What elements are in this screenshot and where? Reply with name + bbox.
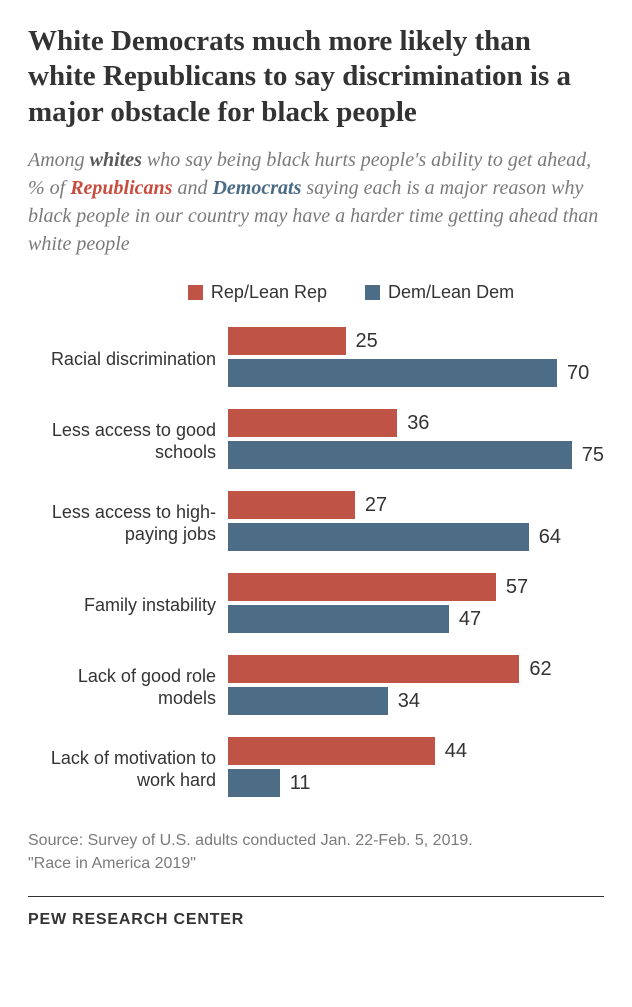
bar-line-dem: 75 xyxy=(228,441,604,469)
chart-row: Family instability 57 47 xyxy=(28,573,604,637)
bar-line-dem: 64 xyxy=(228,523,604,551)
row-label: Racial discrimination xyxy=(28,348,228,371)
row-label: Lack of motivation to work hard xyxy=(28,747,228,792)
row-label: Lack of good role models xyxy=(28,665,228,710)
bar-dem xyxy=(228,523,529,551)
chart-subtitle: Among whites who say being black hurts p… xyxy=(28,146,604,258)
row-bars: 62 34 xyxy=(228,655,604,719)
bar-line-dem: 70 xyxy=(228,359,604,387)
bar-value-rep: 36 xyxy=(407,412,429,435)
bar-value-dem: 75 xyxy=(582,444,604,467)
legend-swatch-dem xyxy=(365,285,380,300)
bar-value-rep: 44 xyxy=(445,740,467,763)
bar-rep xyxy=(228,737,435,765)
legend-item-rep: Rep/Lean Rep xyxy=(188,282,327,303)
row-label: Less access to high-paying jobs xyxy=(28,501,228,546)
chart-container: White Democrats much more likely than wh… xyxy=(0,0,632,949)
bar-line-rep: 25 xyxy=(228,327,604,355)
report-line: "Race in America 2019" xyxy=(28,852,604,875)
chart-row: Lack of good role models 62 34 xyxy=(28,655,604,719)
chart-body: Racial discrimination 25 70 Less access to … xyxy=(28,327,604,801)
footnotes: Source: Survey of U.S. adults conducted … xyxy=(28,829,604,875)
bar-dem xyxy=(228,359,557,387)
brand: PEW RESEARCH CENTER xyxy=(28,911,604,929)
bar-value-dem: 11 xyxy=(290,772,311,795)
bar-value-dem: 47 xyxy=(459,608,481,631)
bar-line-dem: 34 xyxy=(228,687,604,715)
bar-dem xyxy=(228,441,572,469)
subtitle-dem: Democrats xyxy=(212,177,301,199)
bar-line-rep: 62 xyxy=(228,655,604,683)
bar-value-rep: 57 xyxy=(506,576,528,599)
bar-line-dem: 47 xyxy=(228,605,604,633)
bar-line-dem: 11 xyxy=(228,769,604,797)
legend-label-rep: Rep/Lean Rep xyxy=(211,282,327,303)
bar-rep xyxy=(228,573,496,601)
bar-rep xyxy=(228,327,346,355)
chart-row: Less access to high-paying jobs 27 64 xyxy=(28,491,604,555)
legend-swatch-rep xyxy=(188,285,203,300)
row-bars: 44 11 xyxy=(228,737,604,801)
bar-value-rep: 62 xyxy=(529,658,551,681)
bar-value-dem: 70 xyxy=(567,362,589,385)
legend-item-dem: Dem/Lean Dem xyxy=(365,282,514,303)
bar-dem xyxy=(228,687,388,715)
bar-line-rep: 36 xyxy=(228,409,604,437)
bar-rep xyxy=(228,409,397,437)
bar-dem xyxy=(228,605,449,633)
legend: Rep/Lean Rep Dem/Lean Dem xyxy=(28,282,604,303)
subtitle-rep: Republicans xyxy=(70,177,172,199)
bar-value-dem: 34 xyxy=(398,690,420,713)
row-bars: 36 75 xyxy=(228,409,604,473)
legend-label-dem: Dem/Lean Dem xyxy=(388,282,514,303)
subtitle-whites: whites xyxy=(90,149,142,171)
bar-rep xyxy=(228,655,519,683)
row-bars: 57 47 xyxy=(228,573,604,637)
bar-line-rep: 44 xyxy=(228,737,604,765)
row-bars: 27 64 xyxy=(228,491,604,555)
chart-row: Lack of motivation to work hard 44 11 xyxy=(28,737,604,801)
bar-rep xyxy=(228,491,355,519)
chart-row: Racial discrimination 25 70 xyxy=(28,327,604,391)
bar-dem xyxy=(228,769,280,797)
bar-value-rep: 25 xyxy=(356,330,378,353)
bar-line-rep: 57 xyxy=(228,573,604,601)
row-bars: 25 70 xyxy=(228,327,604,391)
row-label: Family instability xyxy=(28,594,228,617)
divider xyxy=(28,896,604,897)
subtitle-part: Among xyxy=(28,149,90,171)
chart-title: White Democrats much more likely than wh… xyxy=(28,24,604,130)
row-label: Less access to good schools xyxy=(28,419,228,464)
bar-value-dem: 64 xyxy=(539,526,561,549)
bar-line-rep: 27 xyxy=(228,491,604,519)
bar-value-rep: 27 xyxy=(365,494,387,517)
source-line: Source: Survey of U.S. adults conducted … xyxy=(28,829,604,852)
subtitle-part: and xyxy=(172,177,212,199)
chart-row: Less access to good schools 36 75 xyxy=(28,409,604,473)
